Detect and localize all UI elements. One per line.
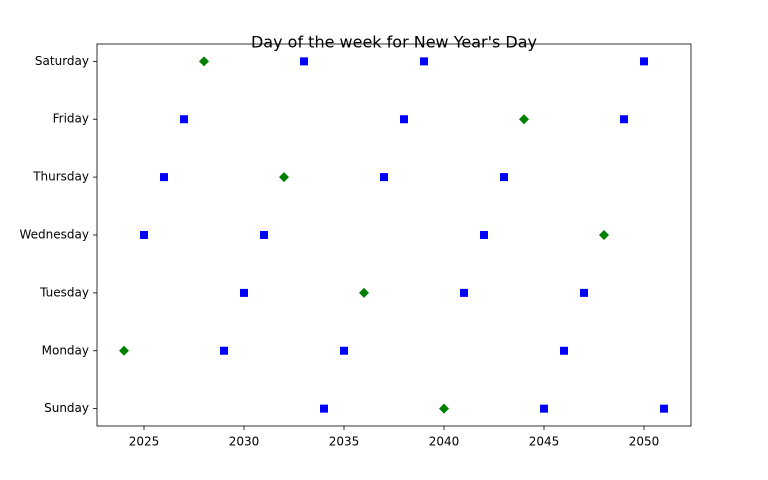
point: [519, 114, 529, 125]
x-tick-label: 2050: [629, 435, 660, 449]
point: [340, 346, 348, 355]
point: [660, 404, 668, 413]
point: [160, 173, 168, 182]
point: [439, 403, 449, 414]
y-tick-label: Friday: [53, 112, 89, 126]
y-tick-label: Saturday: [35, 54, 89, 68]
point: [400, 115, 408, 124]
point: [599, 230, 609, 240]
x-tick-label: 2045: [529, 435, 560, 449]
point: [180, 115, 188, 124]
point: [580, 288, 588, 297]
point: [359, 287, 369, 298]
point: [199, 56, 209, 67]
point: [380, 173, 388, 182]
point: [640, 57, 648, 66]
point: [140, 231, 148, 239]
point: [540, 404, 548, 413]
y-tick-label: Wednesday: [20, 228, 89, 242]
point: [560, 346, 568, 355]
point: [420, 57, 428, 66]
point: [279, 172, 289, 183]
point: [320, 404, 328, 413]
point: [119, 345, 129, 356]
point: [220, 346, 228, 355]
x-tick-label: 2035: [329, 435, 360, 449]
point: [620, 115, 628, 124]
point: [240, 288, 248, 297]
point: [480, 231, 488, 239]
point: [460, 288, 468, 297]
y-tick-label: Sunday: [44, 401, 89, 415]
x-tick-label: 2040: [429, 435, 460, 449]
x-tick-label: 2030: [229, 435, 260, 449]
y-tick-label: Thursday: [32, 170, 89, 184]
point: [260, 231, 268, 239]
y-tick-label: Monday: [42, 343, 89, 357]
chart-title: Day of the week for New Year's Day: [251, 33, 537, 52]
point: [300, 57, 308, 66]
point: [500, 173, 508, 182]
x-tick-label: 2025: [129, 435, 160, 449]
y-tick-label: Tuesday: [39, 285, 89, 299]
